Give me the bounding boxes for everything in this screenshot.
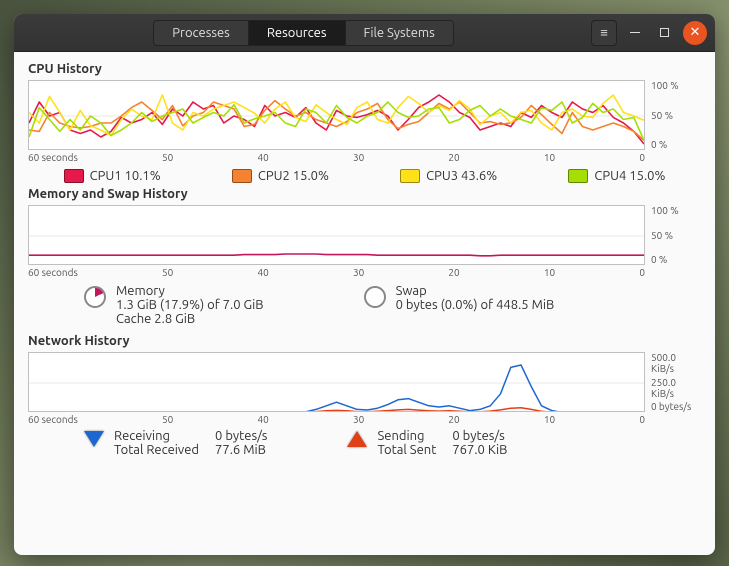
tab-filesystems[interactable]: File Systems: [346, 21, 453, 45]
tab-group: Processes Resources File Systems: [153, 20, 453, 46]
titlebar: Processes Resources File Systems ≡ ✕: [14, 14, 715, 52]
minimize-button[interactable]: [623, 21, 647, 45]
total-received-label: Total Received: [114, 443, 199, 457]
maximize-button[interactable]: [653, 21, 677, 45]
memory-chart: [28, 205, 645, 265]
network-chart: [28, 352, 645, 412]
download-arrow-icon: [84, 431, 104, 447]
cpu-chart: [28, 80, 645, 150]
memory-section-title: Memory and Swap History: [28, 187, 701, 201]
cpu-legend: CPU1 10.1% CPU2 15.0% CPU3 43.6% CPU4 15.0%: [28, 169, 701, 183]
network-yaxis: 500.0 KiB/s250.0 KiB/s0 bytes/s: [645, 352, 701, 412]
legend-swatch: [64, 169, 84, 183]
swap-info: Swap 0 bytes (0.0%) of 448.5 MiB: [364, 284, 555, 326]
legend-label: CPU2 15.0%: [258, 169, 329, 183]
legend-label: CPU1 10.1%: [90, 169, 161, 183]
cpu-chart-wrap: 60 seconds50403020100 100 %50 %0 %: [28, 80, 701, 163]
memory-usage-text: 1.3 GiB (17.9%) of 7.0 GiB: [116, 298, 264, 312]
system-monitor-window: Processes Resources File Systems ≡ ✕ CPU…: [14, 14, 715, 555]
hamburger-icon: ≡: [600, 25, 608, 40]
network-info-row: Receiving Total Received 0 bytes/s 77.6 …: [28, 425, 701, 457]
cpu-legend-item[interactable]: CPU4 15.0%: [568, 169, 665, 183]
content-area: CPU History 60 seconds50403020100 100 %5…: [14, 52, 715, 555]
sending-label: Sending: [377, 429, 436, 443]
close-button[interactable]: ✕: [683, 21, 707, 45]
tab-resources[interactable]: Resources: [249, 21, 346, 45]
legend-swatch: [400, 169, 420, 183]
memory-yaxis: 100 %50 %0 %: [645, 205, 701, 265]
tab-processes[interactable]: Processes: [154, 21, 249, 45]
memory-label: Memory: [116, 284, 264, 298]
total-received-value: 77.6 MiB: [215, 443, 267, 457]
cpu-legend-item[interactable]: CPU1 10.1%: [64, 169, 161, 183]
total-sent-value: 767.0 KiB: [452, 443, 507, 457]
memory-xaxis: 60 seconds50403020100: [28, 267, 645, 278]
cpu-legend-item[interactable]: CPU3 43.6%: [400, 169, 497, 183]
sending-rate: 0 bytes/s: [452, 429, 507, 443]
legend-label: CPU3 43.6%: [426, 169, 497, 183]
total-sent-label: Total Sent: [377, 443, 436, 457]
legend-swatch: [568, 169, 588, 183]
memory-info: Memory 1.3 GiB (17.9%) of 7.0 GiB Cache …: [84, 284, 264, 326]
cpu-section-title: CPU History: [28, 62, 701, 76]
upload-arrow-icon: [347, 431, 367, 447]
maximize-icon: [660, 28, 669, 37]
receiving-label: Receiving: [114, 429, 199, 443]
legend-swatch: [232, 169, 252, 183]
memory-cache-text: Cache 2.8 GiB: [116, 312, 264, 326]
memory-chart-wrap: 60 seconds50403020100 100 %50 %0 %: [28, 205, 701, 278]
network-section-title: Network History: [28, 334, 701, 348]
minimize-icon: [630, 32, 640, 33]
legend-label: CPU4 15.0%: [594, 169, 665, 183]
memory-info-row: Memory 1.3 GiB (17.9%) of 7.0 GiB Cache …: [28, 278, 701, 328]
network-chart-wrap: 60 seconds50403020100 500.0 KiB/s250.0 K…: [28, 352, 701, 425]
swap-label: Swap: [396, 284, 555, 298]
close-icon: ✕: [690, 25, 701, 40]
hamburger-menu-button[interactable]: ≡: [591, 20, 617, 46]
memory-pie-icon: [84, 286, 106, 308]
receiving-rate: 0 bytes/s: [215, 429, 267, 443]
cpu-yaxis: 100 %50 %0 %: [645, 80, 701, 150]
swap-usage-text: 0 bytes (0.0%) of 448.5 MiB: [396, 298, 555, 312]
cpu-legend-item[interactable]: CPU2 15.0%: [232, 169, 329, 183]
network-xaxis: 60 seconds50403020100: [28, 414, 645, 425]
receiving-info: Receiving Total Received 0 bytes/s 77.6 …: [84, 429, 267, 457]
cpu-xaxis: 60 seconds50403020100: [28, 152, 645, 163]
sending-info: Sending Total Sent 0 bytes/s 767.0 KiB: [347, 429, 507, 457]
swap-pie-icon: [364, 286, 386, 308]
